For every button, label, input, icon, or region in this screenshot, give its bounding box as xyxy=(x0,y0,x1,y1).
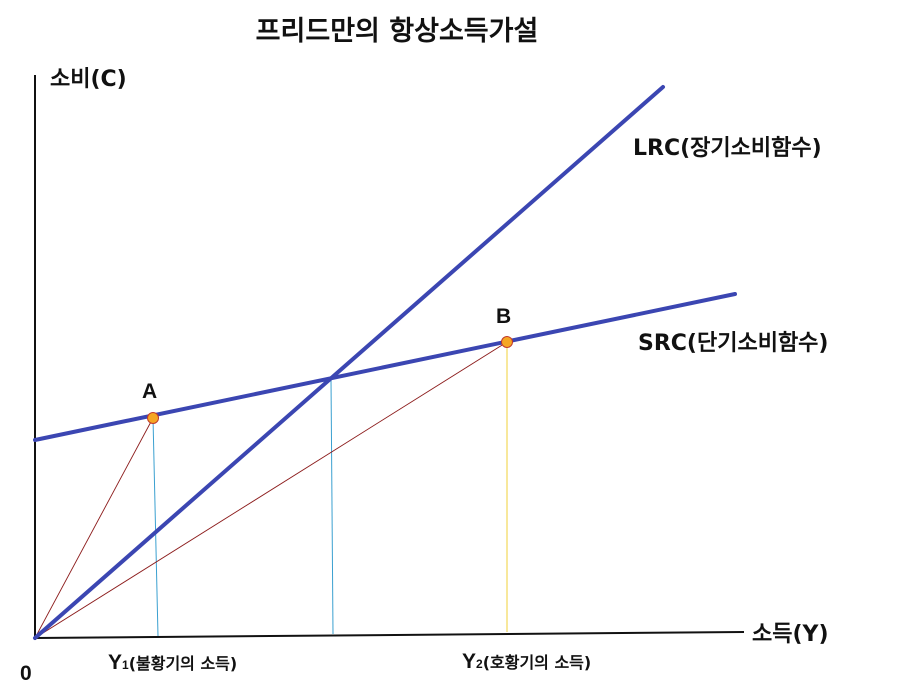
y-axis-label: 소비(C) xyxy=(50,67,127,92)
point-b-label: B xyxy=(496,305,511,328)
src-label: SRC(단기소비함수) xyxy=(638,331,828,356)
point-b-marker xyxy=(501,336,513,348)
y1-desc: (불황기의 소득) xyxy=(129,654,238,673)
ray-origin-b xyxy=(34,341,508,639)
point-a-marker xyxy=(147,412,159,424)
y1-main: Y xyxy=(108,651,122,674)
x-axis xyxy=(34,631,745,639)
y2-main: Y xyxy=(462,650,476,673)
y1-subscript: 1 xyxy=(122,658,129,672)
ray-origin-a xyxy=(34,417,154,639)
drop-line-intersection xyxy=(330,378,334,635)
origin-label: 0 xyxy=(20,662,32,685)
point-a-label: A xyxy=(142,380,157,403)
y2-label: Y2(호황기의 소득) xyxy=(462,650,591,673)
x-axis-label: 소득(Y) xyxy=(752,622,829,647)
diagram-title: 프리드만의 항상소득가설 xyxy=(256,16,539,47)
drop-line-a xyxy=(152,417,159,637)
lrc-label: LRC(장기소비함수) xyxy=(633,136,822,161)
y2-subscript: 2 xyxy=(476,657,483,671)
y2-desc: (호황기의 소득) xyxy=(483,653,592,672)
y1-label: Y1(불황기의 소득) xyxy=(108,651,237,674)
lrc-line xyxy=(33,85,665,640)
